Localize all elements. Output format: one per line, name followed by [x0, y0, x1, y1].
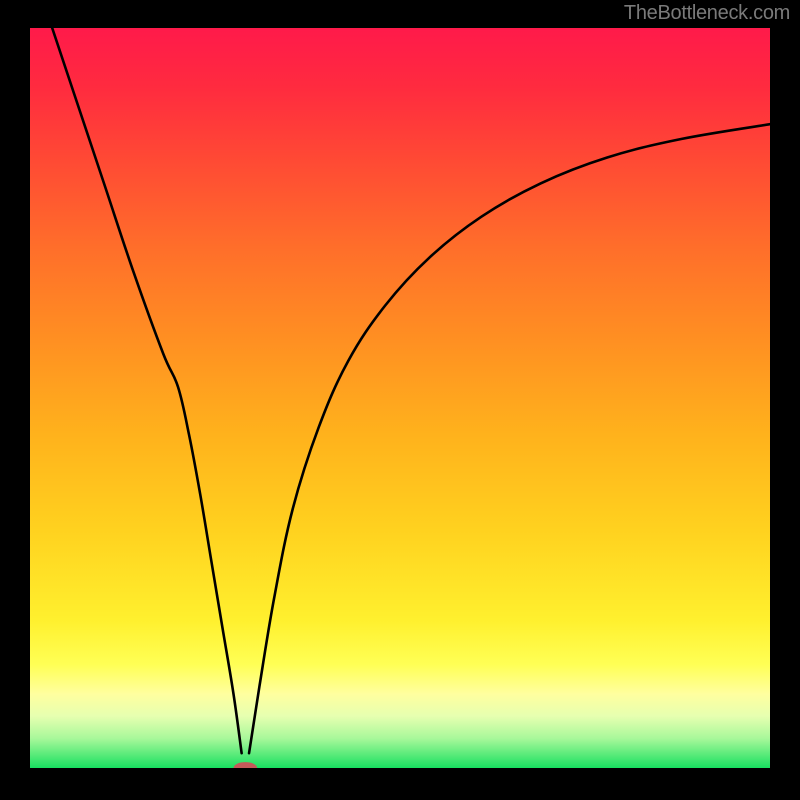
attribution-label: TheBottleneck.com [624, 2, 790, 25]
bottleneck-chart [0, 0, 800, 800]
chart-wrapper: TheBottleneck.com [0, 0, 800, 800]
plot-gradient-background [30, 28, 770, 768]
